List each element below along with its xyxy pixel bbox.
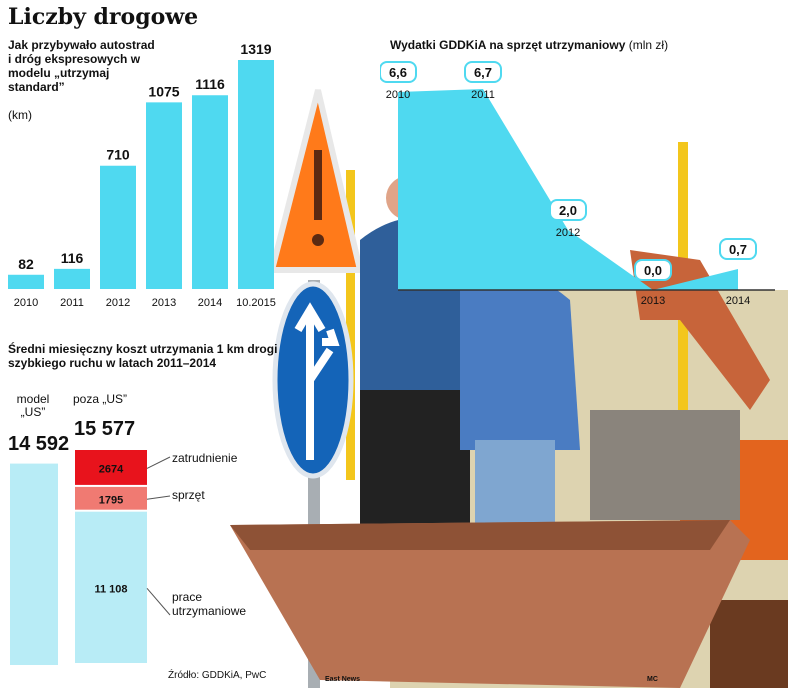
segment-value: 1795: [99, 494, 123, 506]
bucket-back: [590, 410, 740, 520]
col2-total: 15 577: [74, 418, 136, 440]
bar-value-label: 82: [18, 256, 34, 272]
bar-value-label: 1116: [195, 76, 225, 92]
chart2-title: Wydatki GDDKiA na sprzęt utrzymaniowy (m…: [390, 38, 668, 52]
legend-employment: zatrudnienie: [172, 451, 238, 465]
worker-jacket: [460, 264, 580, 450]
workers-photo: [230, 89, 788, 688]
bar: [8, 274, 44, 289]
yellow-post: [346, 170, 355, 480]
x-tick-label: 2014: [726, 295, 750, 307]
x-tick-label: 2011: [60, 297, 84, 309]
col2-label: poza „US”: [72, 392, 128, 406]
legend-maintenance: prace utrzymaniowe: [172, 590, 246, 618]
stack-segment: [75, 450, 147, 485]
legend-maintenance-line2: utrzymaniowe: [172, 604, 247, 618]
excavator-bucket: [230, 520, 750, 688]
x-tick-label: 2012: [106, 297, 130, 309]
bar-value-label: 710: [106, 147, 130, 163]
col1-label: model „US”: [8, 393, 58, 419]
data-label: 0,7: [729, 242, 747, 257]
stack-segment: [75, 511, 147, 663]
x-tick-label: 2010: [386, 89, 410, 101]
x-tick-label: 2010: [14, 297, 38, 309]
legend-leader: [146, 588, 171, 616]
cost-stacked-chart: 11 108 1795 2674: [10, 450, 171, 665]
data-label-box: [549, 199, 587, 221]
page-title: Liczby drogowe: [8, 4, 199, 30]
segment-value: 2674: [99, 463, 124, 475]
legend-leader: [146, 495, 171, 500]
bar: [100, 165, 136, 289]
data-label-box: [380, 61, 417, 83]
data-label: 6,6: [389, 65, 407, 80]
chart2-unit: (mln zł): [628, 38, 669, 52]
bar: [146, 102, 182, 289]
bar: [238, 60, 274, 289]
segment-value: 11 108: [94, 583, 127, 595]
legend-maintenance-line1: prace: [172, 590, 203, 604]
worker-trousers: [360, 390, 470, 530]
bar: [54, 268, 90, 289]
legend-equipment: sprzęt: [172, 488, 205, 502]
data-label: 6,7: [474, 65, 492, 80]
chart3-title: Średni miesięczny koszt utrzymania 1 km …: [8, 342, 278, 370]
stack-segment: [75, 486, 147, 510]
chart2-title-text: Wydatki GDDKiA na sprzęt utrzymaniowy: [390, 38, 626, 52]
author-initials: MC: [647, 676, 658, 683]
model-us-bar: [10, 463, 58, 665]
col1-total: 14 592: [8, 433, 70, 455]
spending-area-chart: 6,6 2010 6,7 2011 2,0 2012 0,0 2013 0,7 2014: [380, 61, 775, 307]
data-label-box: [464, 61, 502, 83]
km-bar-chart: 82 2010 116 2011 710 2012 1075 2013 1116 2014 1319…: [8, 41, 276, 309]
x-tick-label: 2013: [641, 295, 665, 307]
x-tick-label: 2012: [556, 227, 580, 239]
photo-credit: East News: [325, 676, 361, 683]
x-tick-label: 2013: [152, 297, 176, 309]
col1-label-line1: model: [16, 392, 50, 406]
bar: [192, 95, 228, 289]
legend-leader: [146, 456, 171, 469]
x-tick-label: 10.2015: [236, 297, 276, 309]
data-label-box: [634, 259, 672, 281]
x-tick-label: 2011: [471, 89, 495, 101]
area-series: [398, 89, 738, 290]
data-label: 0,0: [644, 263, 662, 278]
bar-value-label: 116: [61, 250, 84, 266]
chart1-unit: (km): [8, 108, 32, 122]
source-note: Źródło: GDDKiA, PwC: [168, 670, 267, 681]
chart1-title: Jak przybywało autostrad i dróg ekspreso…: [8, 38, 155, 94]
data-label: 2,0: [559, 203, 577, 218]
bar-value-label: 1075: [148, 83, 179, 99]
x-tick-label: 2014: [198, 297, 222, 309]
bar-value-label: 1319: [240, 41, 271, 57]
data-label-box: [719, 238, 757, 260]
exclamation: [314, 150, 322, 220]
col1-label-line2: „US”: [20, 405, 46, 419]
